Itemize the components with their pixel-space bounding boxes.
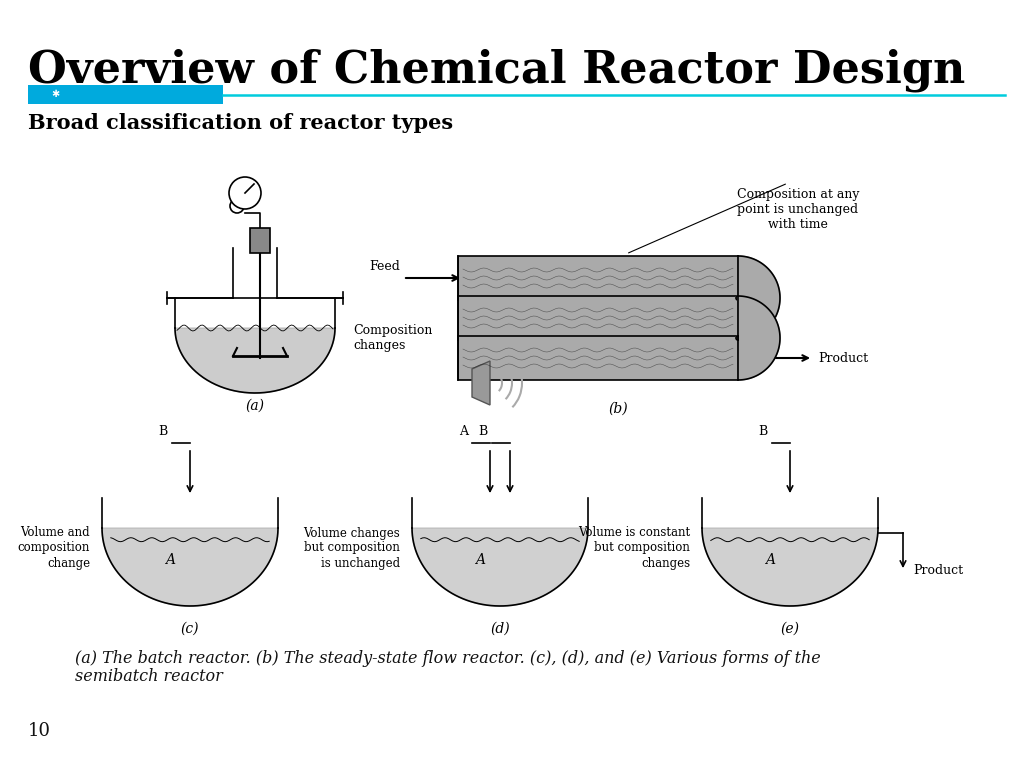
Text: Feed: Feed (369, 260, 400, 273)
Bar (458, 256, 738, 300)
Text: Composition
changes: Composition changes (353, 324, 432, 352)
Bar (28, 85, 223, 104)
Text: semibatch reactor: semibatch reactor (75, 668, 223, 685)
Text: A: A (475, 553, 485, 567)
Polygon shape (736, 256, 780, 340)
Text: Overview of Chemical Reactor Design: Overview of Chemical Reactor Design (28, 48, 966, 91)
Text: Composition at any
point is unchanged
with time: Composition at any point is unchanged wi… (736, 188, 859, 231)
Text: 10: 10 (28, 722, 51, 740)
Text: (a): (a) (246, 399, 264, 413)
Text: Product: Product (818, 352, 868, 365)
Text: B: B (759, 425, 768, 438)
Text: (e): (e) (780, 622, 800, 636)
Text: A: A (765, 553, 775, 567)
Bar (458, 296, 738, 340)
Text: A: A (459, 425, 468, 438)
Text: Volume and
composition
change: Volume and composition change (17, 527, 90, 570)
Circle shape (229, 177, 261, 209)
Polygon shape (175, 328, 335, 393)
Text: Volume is constant
but composition
changes: Volume is constant but composition chang… (578, 527, 690, 570)
Polygon shape (702, 528, 878, 606)
Text: Volume changes
but composition
is unchanged: Volume changes but composition is unchan… (303, 527, 400, 570)
Polygon shape (412, 528, 588, 606)
Polygon shape (736, 296, 780, 380)
Polygon shape (102, 528, 278, 606)
Polygon shape (472, 361, 490, 405)
Text: Broad classification of reactor types: Broad classification of reactor types (28, 113, 454, 133)
Text: (c): (c) (181, 622, 200, 636)
Bar (458, 336, 738, 380)
Text: A: A (165, 553, 175, 567)
Text: (a) The batch reactor. (b) The steady-state flow reactor. (c), (d), and (e) Vari: (a) The batch reactor. (b) The steady-st… (75, 650, 821, 667)
Bar (250, 228, 270, 253)
Text: B: B (159, 425, 168, 438)
Text: ✱: ✱ (51, 89, 59, 99)
Text: (b): (b) (608, 402, 628, 416)
Text: B: B (479, 425, 488, 438)
Text: Product: Product (913, 564, 964, 578)
Text: (d): (d) (490, 622, 510, 636)
